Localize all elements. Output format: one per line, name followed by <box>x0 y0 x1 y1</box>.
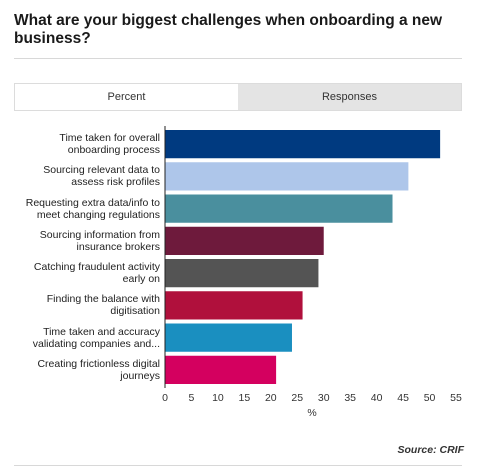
x-tick-label: 15 <box>239 392 251 404</box>
category-label: Time taken and accuracy validating compa… <box>32 325 160 350</box>
x-tick-label: 25 <box>291 392 303 404</box>
x-tick-label: 0 <box>162 392 168 404</box>
x-axis-label: % <box>307 407 316 419</box>
tab-bar: Percent Responses <box>14 83 462 111</box>
x-tick-label: 5 <box>189 392 195 404</box>
category-label: Catching fraudulent activity early on <box>33 261 160 286</box>
chart: % 0 5 10 15 20 25 30 35 40 45 50 55 <box>162 126 462 419</box>
x-tick-label: 10 <box>212 392 224 404</box>
x-tick-label: 55 <box>450 392 462 404</box>
bar <box>165 130 441 159</box>
category-label: Creating frictionless digital journeys <box>37 357 160 382</box>
category-label: Sourcing relevant data to assess risk pr… <box>43 164 160 189</box>
divider <box>14 58 462 59</box>
tab[interactable]: Percent <box>15 84 238 110</box>
divider <box>14 465 462 466</box>
x-tick-label: 30 <box>318 392 330 404</box>
bar <box>165 355 277 384</box>
bar <box>165 194 393 223</box>
bar <box>165 259 319 288</box>
bar <box>165 226 324 255</box>
source: Source: CRIF <box>397 444 464 456</box>
bar <box>165 162 409 191</box>
x-tick-label: 50 <box>424 392 436 404</box>
bar <box>165 291 303 320</box>
category-label: Finding the balance with digitisation <box>46 293 160 318</box>
tab[interactable]: Responses <box>321 91 378 103</box>
category-label: Time taken for overall onboarding proces… <box>59 132 160 157</box>
x-tick-label: 45 <box>397 392 409 404</box>
category-label: Sourcing information from insurance brok… <box>39 228 160 253</box>
x-tick-label: 35 <box>344 392 356 404</box>
bar <box>165 323 292 352</box>
x-tick-label: 40 <box>371 392 383 404</box>
category-label: Requesting extra data/info to meet chang… <box>25 196 160 221</box>
x-tick-label: 20 <box>265 392 277 404</box>
title: What are your biggest challenges when on… <box>14 12 443 47</box>
